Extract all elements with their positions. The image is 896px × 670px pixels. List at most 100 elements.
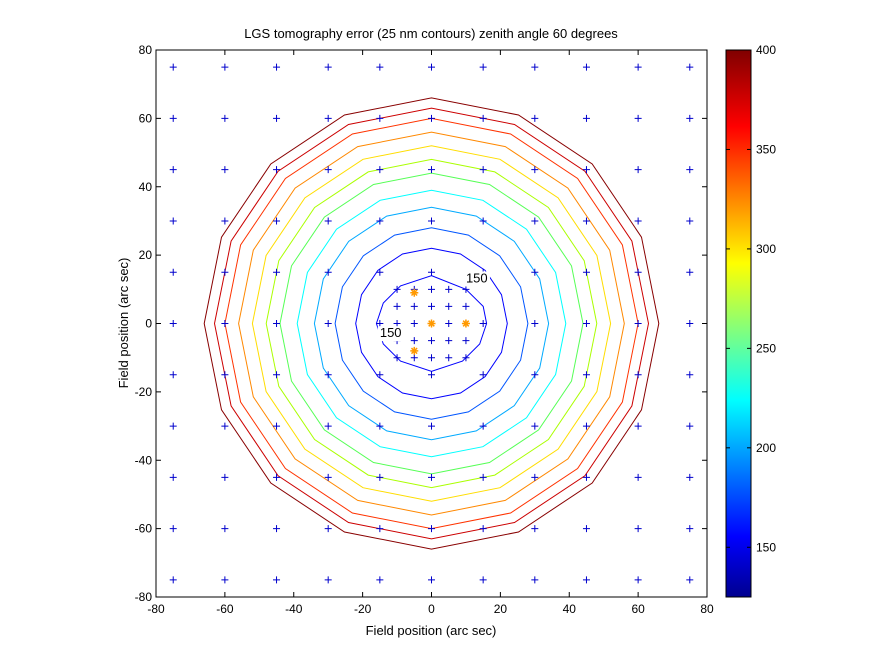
x-tick-label: -80 bbox=[147, 602, 165, 616]
grid-point bbox=[582, 166, 590, 174]
inner-point bbox=[410, 320, 418, 327]
grid-point bbox=[324, 525, 332, 533]
grid-point bbox=[273, 217, 281, 225]
y-tick-label: -80 bbox=[135, 590, 153, 604]
grid-point bbox=[376, 217, 384, 225]
grid-point bbox=[686, 473, 694, 481]
colorbar-tick-label: 300 bbox=[756, 242, 776, 256]
x-axis-label: Field position (arc sec) bbox=[366, 623, 497, 638]
grid-point bbox=[376, 525, 384, 533]
grid-point bbox=[428, 114, 435, 122]
contour-300 bbox=[251, 145, 612, 502]
grid-point bbox=[376, 63, 384, 71]
grid-point bbox=[324, 422, 332, 430]
colorbar-ticks: 150 200 250 300 350 400 bbox=[726, 43, 776, 554]
grid-point bbox=[582, 217, 590, 225]
contour-label-bg bbox=[463, 271, 490, 287]
colorbar-tick-label: 200 bbox=[756, 441, 776, 455]
grid-point bbox=[686, 371, 694, 379]
x-tick-label: -60 bbox=[216, 602, 234, 616]
grid-point bbox=[634, 422, 642, 430]
grid-point bbox=[169, 166, 177, 174]
contour-325 bbox=[238, 131, 625, 516]
grid-point bbox=[376, 473, 384, 481]
grid-point bbox=[582, 525, 590, 533]
contour-225 bbox=[296, 189, 567, 458]
x-tick-label: 60 bbox=[631, 602, 645, 616]
grid-point bbox=[634, 576, 642, 584]
grid-point bbox=[479, 525, 487, 533]
grid-point bbox=[324, 166, 332, 174]
grid-point bbox=[686, 268, 694, 276]
contour-label: 150 bbox=[380, 325, 402, 340]
grid-point bbox=[582, 473, 590, 481]
grid-point bbox=[634, 166, 642, 174]
grid-point bbox=[428, 473, 435, 481]
grid-point bbox=[376, 114, 384, 122]
y-tick-label: -60 bbox=[135, 522, 153, 536]
inner-point bbox=[410, 354, 418, 362]
grid-point bbox=[634, 320, 642, 327]
grid-point bbox=[169, 268, 177, 276]
grid-point bbox=[169, 525, 177, 533]
inner-point bbox=[462, 285, 470, 293]
grid-point bbox=[634, 268, 642, 276]
grid-point bbox=[221, 371, 229, 379]
grid-point bbox=[531, 473, 539, 481]
lgs-star bbox=[410, 346, 419, 355]
grid-point bbox=[582, 422, 590, 430]
lgs-stars bbox=[410, 288, 470, 355]
colorbar-tick-label: 350 bbox=[756, 142, 776, 156]
inner-point bbox=[428, 302, 435, 310]
inner-point bbox=[410, 302, 418, 310]
inner-point bbox=[393, 320, 401, 327]
grid-point bbox=[273, 576, 281, 584]
grid-point bbox=[531, 268, 539, 276]
inner-point bbox=[462, 302, 470, 310]
grid-point bbox=[531, 166, 539, 174]
grid-point bbox=[428, 525, 435, 533]
grid-point bbox=[686, 63, 694, 71]
grid-point bbox=[428, 217, 435, 225]
grid-point bbox=[169, 217, 177, 225]
inner-point bbox=[445, 337, 453, 345]
chart-title: LGS tomography error (25 nm contours) ze… bbox=[244, 26, 618, 41]
grid-point bbox=[221, 63, 229, 71]
grid-point bbox=[273, 166, 281, 174]
contour-label: 150 bbox=[466, 270, 488, 285]
grid-point bbox=[273, 320, 281, 327]
grid-point bbox=[531, 525, 539, 533]
grid-point bbox=[324, 114, 332, 122]
grid-point bbox=[686, 525, 694, 533]
grid-point bbox=[428, 63, 435, 71]
x-tick-label: -20 bbox=[354, 602, 372, 616]
grid-point bbox=[273, 525, 281, 533]
grid-point bbox=[169, 114, 177, 122]
grid-point bbox=[479, 63, 487, 71]
contour-400 bbox=[203, 97, 660, 550]
grid-point bbox=[479, 320, 487, 327]
grid-point bbox=[376, 576, 384, 584]
grid-point bbox=[634, 114, 642, 122]
grid-points bbox=[169, 63, 694, 584]
grid-point bbox=[273, 114, 281, 122]
grid-point bbox=[221, 473, 229, 481]
grid-point bbox=[324, 63, 332, 71]
grid-point bbox=[686, 217, 694, 225]
contour-150 bbox=[355, 247, 508, 400]
y-tick-label: -20 bbox=[135, 385, 153, 399]
grid-point bbox=[273, 63, 281, 71]
x-tick-label: 20 bbox=[494, 602, 508, 616]
grid-point bbox=[273, 473, 281, 481]
grid-point bbox=[324, 217, 332, 225]
lgs-star bbox=[410, 288, 419, 297]
colorbar-tick-label: 250 bbox=[756, 341, 776, 355]
grid-point bbox=[479, 576, 487, 584]
grid-point bbox=[686, 576, 694, 584]
grid-point bbox=[324, 371, 332, 379]
grid-point bbox=[686, 166, 694, 174]
grid-point bbox=[634, 217, 642, 225]
grid-point bbox=[531, 320, 539, 327]
grid-point bbox=[428, 268, 435, 276]
inner-point bbox=[428, 337, 435, 345]
